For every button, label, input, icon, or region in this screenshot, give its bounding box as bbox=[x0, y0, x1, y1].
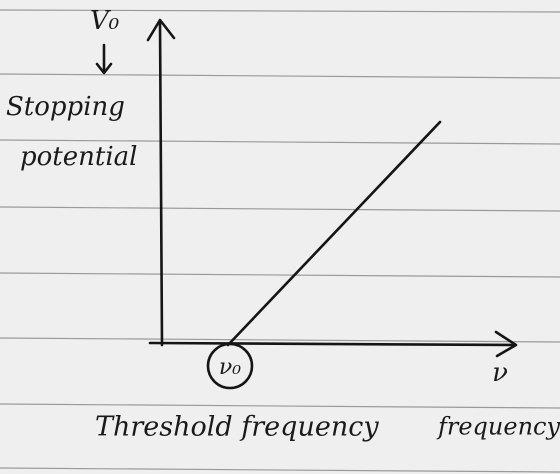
symbol-arrow bbox=[95, 43, 113, 75]
y-label: potential bbox=[20, 142, 137, 172]
y-symbol: V₀ bbox=[90, 6, 120, 36]
x-symbol: ν bbox=[492, 358, 508, 388]
threshold-label: Threshold frequency bbox=[95, 412, 379, 443]
y-arrow bbox=[146, 18, 176, 42]
y-axis bbox=[158, 20, 164, 347]
threshold-circle bbox=[206, 342, 254, 390]
ruled-lines bbox=[0, 9, 560, 473]
y-label: Stopping bbox=[6, 92, 125, 122]
graph-line bbox=[226, 120, 442, 347]
x-label: frequency bbox=[436, 413, 560, 441]
axes bbox=[95, 18, 518, 390]
threshold-symbol: ν₀ bbox=[219, 355, 241, 380]
x-axis bbox=[148, 341, 517, 347]
x-arrow bbox=[494, 330, 518, 358]
